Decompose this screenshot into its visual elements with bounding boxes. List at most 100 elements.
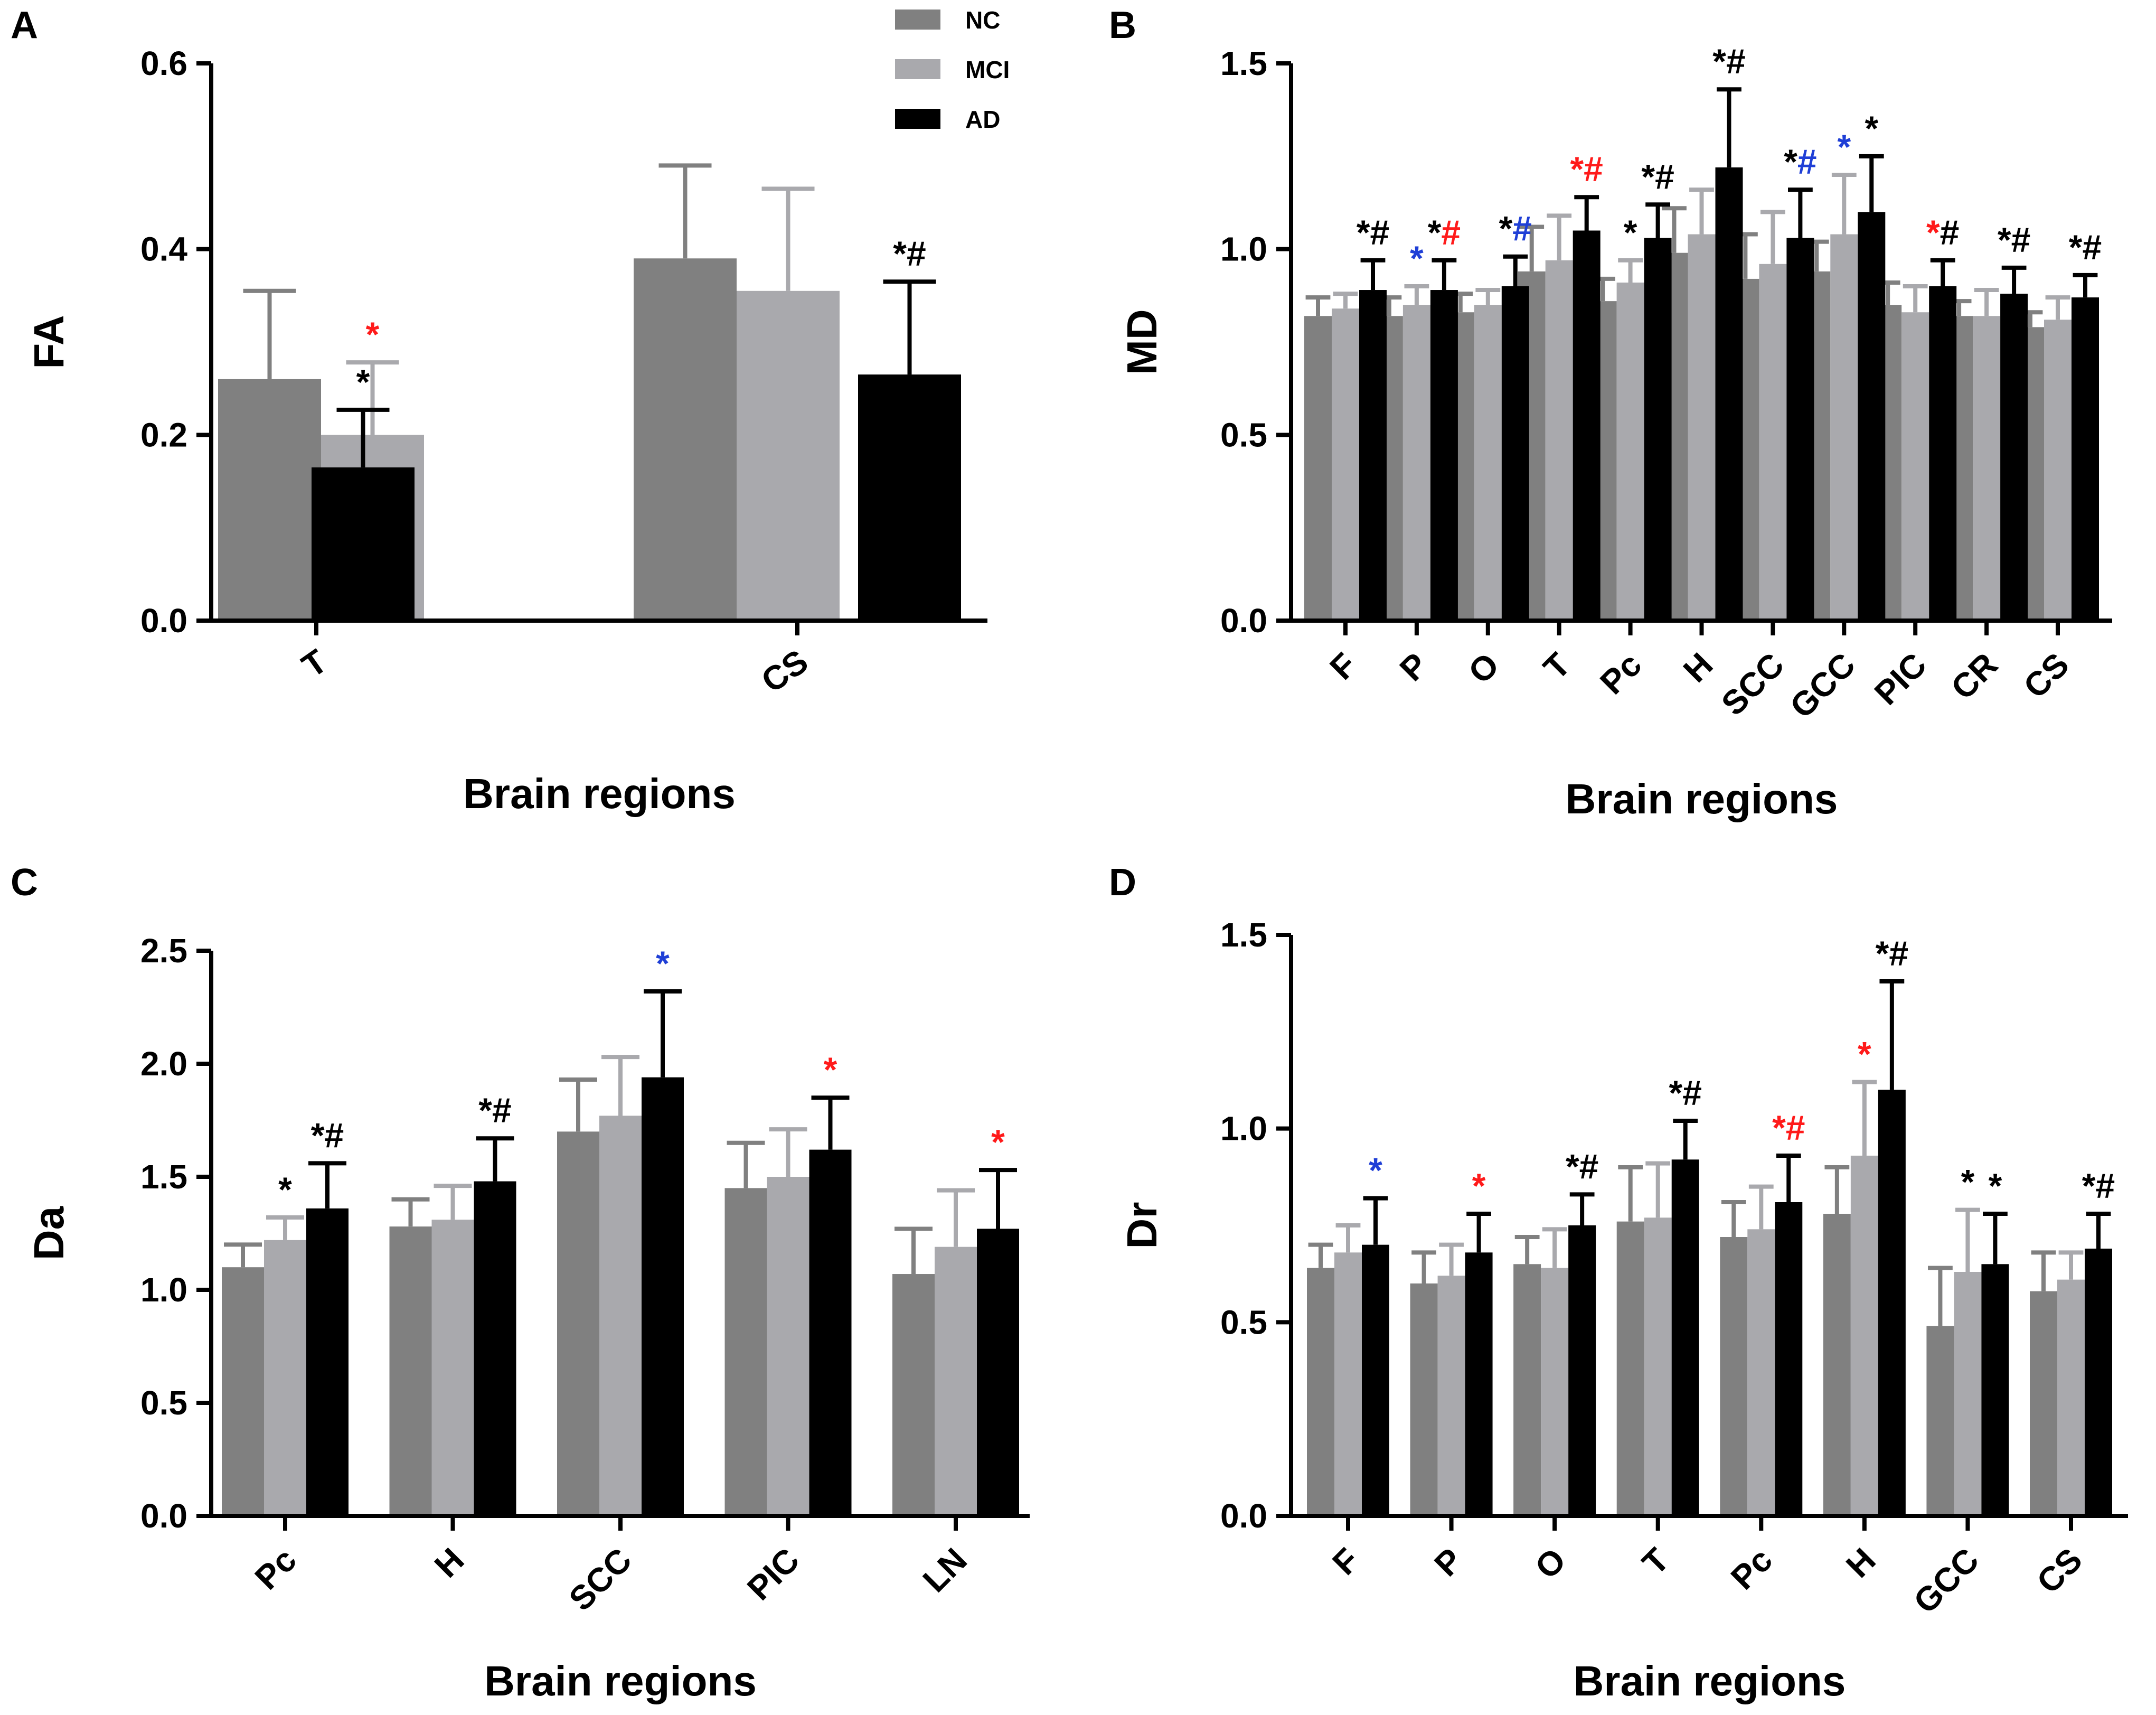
significance-symbol: *# [1669,1073,1702,1112]
bar-ad-p [1465,1252,1493,1516]
significance-symbol: * [1369,1151,1382,1190]
significance-symbol: # [1797,142,1817,181]
significance-mark: *# [1998,220,2030,259]
bar-nc-f [1304,316,1332,621]
significance-mark: * [1989,1166,2002,1205]
legend-label-mci: MCI [965,56,1010,83]
significance-symbol: * [1410,239,1424,278]
bar-ad-gcc [1981,1264,2009,1516]
bar-mci-t [1545,260,1573,621]
significance-symbol: * [1499,209,1513,248]
significance-mark: *# [893,234,926,273]
bar-nc-cs [634,258,737,621]
y-tick-label: 1.5 [1220,916,1267,954]
significance-symbol: * [1858,1035,1871,1074]
bar-ad-pic [809,1149,852,1516]
x-axis-title: Brain regions [1566,775,1838,822]
significance-mark: *# [1669,1073,1702,1112]
bar-mci-f [1334,1252,1362,1516]
bar-ad-pc [1775,1202,1803,1516]
bar-mci-cr [1973,316,2001,621]
significance-symbol: * [1624,213,1637,252]
significance-symbol: * [991,1122,1005,1161]
y-tick-label: 1.0 [1220,230,1267,268]
significance-mark: * [366,315,380,354]
y-tick-label: 1.0 [140,1271,187,1309]
bar-mci-p [1437,1276,1465,1516]
bar-ad-cs [2085,1249,2112,1516]
y-tick-label: 0.2 [140,416,187,454]
bar-ad-f [1362,1244,1389,1516]
x-axis-title: Brain regions [463,770,736,817]
significance-symbol: *# [311,1116,344,1155]
bar-ad-pc [1644,238,1672,621]
significance-mark: *# [1926,213,1959,252]
bar-ad-scc [1786,238,1814,621]
bar-nc-pc [1720,1237,1748,1516]
bar-mci-pc [1747,1229,1775,1516]
significance-mark: *# [1784,142,1816,181]
y-tick-label: 1.5 [140,1158,187,1196]
significance-symbol: * [1428,213,1442,252]
bar-ad-f [1359,290,1387,621]
bar-nc-h [1823,1214,1851,1516]
significance-symbol: *# [1357,213,1389,252]
significance-symbol: * [656,944,670,983]
legend-swatch-mci [895,59,940,79]
significance-mark: * [1472,1166,1486,1205]
y-tick-label: 0.4 [140,230,187,268]
bar-nc-h [389,1226,432,1516]
bar-nc-pic [724,1188,767,1516]
bar-ad-cs [858,374,961,621]
significance-symbol: # [1512,209,1532,248]
significance-symbol: *# [1876,934,1908,973]
y-tick-label: 0.0 [1220,1497,1267,1535]
significance-mark: * [1858,1035,1871,1074]
panel-letter: A [11,4,38,46]
bar-mci-h [431,1220,474,1516]
significance-mark: * [356,362,370,401]
significance-mark: * [656,944,670,983]
bar-nc-gcc [1926,1326,1954,1516]
bar-mci-f [1332,308,1359,621]
bar-mci-gcc [1954,1272,1982,1516]
bar-mci-scc [1759,264,1787,621]
bar-ad-h [474,1181,516,1516]
bar-ad-cr [2000,294,2028,621]
y-tick-label: 0.6 [140,44,187,82]
bar-mci-cs [737,290,840,621]
y-tick-label: 0.0 [140,602,187,640]
significance-mark: *# [1772,1108,1805,1147]
significance-symbol: *# [1566,1147,1598,1186]
significance-mark: * [1624,213,1637,252]
y-tick-label: 0.0 [1220,602,1267,640]
significance-symbol: *# [1570,149,1603,189]
significance-mark: * [1961,1163,1975,1202]
bar-ad-h [1878,1090,1906,1516]
bar-ad-scc [642,1077,684,1516]
legend-swatch-nc [895,10,940,30]
significance-symbol: * [1926,213,1940,252]
significance-symbol: *# [2082,1166,2115,1205]
significance-mark: *# [2082,1166,2115,1205]
significance-symbol: * [1837,127,1851,166]
significance-mark: *# [1570,149,1603,189]
bar-mci-h [1688,234,1716,621]
y-tick-label: 1.0 [1220,1110,1267,1148]
significance-mark: *# [1876,934,1908,973]
bar-ad-t [1671,1159,1699,1516]
y-tick-label: 0.5 [1220,416,1267,454]
significance-symbol: * [1865,109,1878,148]
legend-label-nc: NC [965,6,1000,34]
significance-mark: * [278,1170,292,1209]
y-tick-label: 2.5 [140,932,187,970]
bar-nc-f [1307,1268,1334,1516]
significance-mark: *# [1641,157,1674,196]
bar-ad-t [312,467,415,621]
bar-nc-cs [2030,1291,2057,1516]
significance-symbol: * [366,315,380,354]
significance-mark: * [1369,1151,1382,1190]
bar-nc-t [218,379,321,621]
